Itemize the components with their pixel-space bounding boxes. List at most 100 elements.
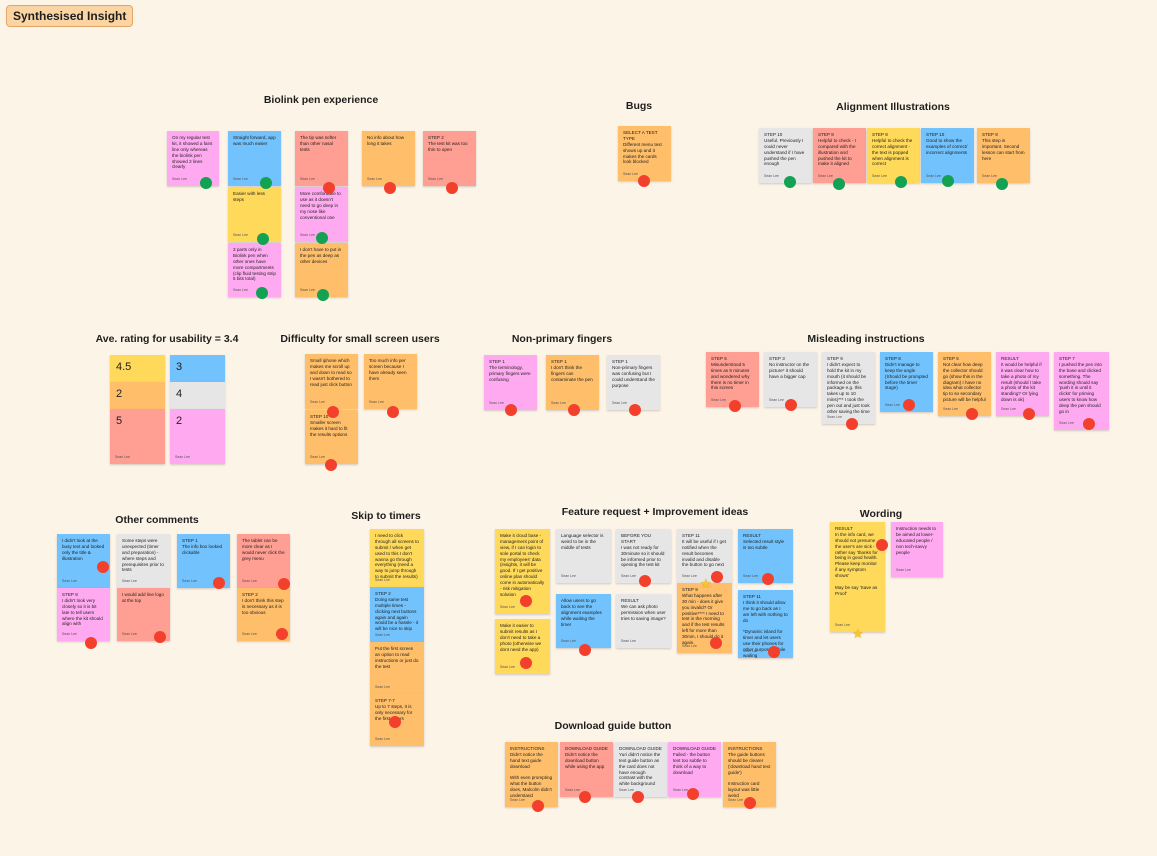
vote-dot[interactable] (97, 561, 109, 573)
sticky-note[interactable]: RESULT We can ask photo permission when … (616, 594, 671, 648)
vote-dot[interactable] (257, 233, 269, 245)
vote-dot[interactable] (833, 178, 845, 190)
vote-dot[interactable] (639, 575, 651, 587)
vote-dot[interactable] (768, 646, 780, 658)
vote-dot[interactable] (317, 289, 329, 301)
vote-dot[interactable] (85, 637, 97, 649)
sticky-note[interactable]: 3 parts only in Biolink pen when other o… (228, 243, 281, 297)
sticky-note[interactable]: I don't have to put in the pen as deep a… (295, 243, 348, 297)
vote-dot[interactable] (903, 399, 915, 411)
sticky-note[interactable]: Easier with less steps Sean Lee (228, 187, 281, 242)
vote-dot[interactable] (966, 408, 978, 420)
vote-dot[interactable] (632, 791, 644, 803)
vote-dot[interactable] (729, 400, 741, 412)
sticky-note[interactable]: Too much info per screen because I have … (364, 354, 417, 409)
rating-note[interactable]: 2 (110, 382, 165, 409)
vote-dot[interactable] (327, 406, 339, 418)
vote-dot[interactable] (638, 175, 650, 187)
sticky-note[interactable]: STEP 1 I don't think the fingers can con… (546, 355, 599, 410)
vote-dot[interactable] (200, 177, 212, 189)
vote-dot[interactable] (316, 232, 328, 244)
sticky-note[interactable]: STEP 10 Useful. Previously I could never… (759, 128, 812, 183)
vote-dot[interactable] (895, 176, 907, 188)
vote-dot[interactable] (579, 791, 591, 803)
sticky-note[interactable]: Some steps were unexpected (timer and pr… (117, 534, 170, 588)
vote-dot[interactable] (568, 404, 580, 416)
vote-dot[interactable] (996, 178, 1008, 190)
vote-dot[interactable] (1083, 418, 1095, 430)
vote-dot[interactable] (532, 800, 544, 812)
sticky-note[interactable]: STEP 11 It will be useful if I get notif… (677, 529, 732, 583)
vote-dot[interactable] (784, 176, 796, 188)
sticky-note[interactable]: STEP 5 Misunderstood 5 times as 5 minute… (706, 352, 759, 407)
rating-note[interactable]: 3 (170, 355, 225, 382)
rating-note[interactable]: 2 Sean Lee (170, 409, 225, 464)
vote-dot[interactable] (323, 182, 335, 194)
vote-dot[interactable] (762, 573, 774, 585)
vote-dot[interactable] (1023, 408, 1035, 420)
sticky-note[interactable]: RESULT In the info card, we should not p… (830, 522, 885, 632)
sticky-note[interactable]: RESULT It would be helpful if it was cle… (996, 352, 1049, 416)
sticky-note[interactable]: SELECT A TEST TYPE Different menu text s… (618, 126, 671, 181)
vote-dot[interactable] (389, 716, 401, 728)
sticky-note[interactable]: I would add line logo at the top Sean Lee (117, 588, 170, 641)
sticky-note[interactable]: STEP 2 The test kit was too thin to open… (423, 131, 476, 186)
vote-dot[interactable] (325, 459, 337, 471)
rating-note[interactable]: 5 Sean Lee (110, 409, 165, 464)
sticky-note[interactable]: Instruction needs to be aimed at lower-e… (891, 522, 943, 577)
sticky-note[interactable]: Allow users to go back to see the alignm… (556, 594, 611, 648)
sticky-note[interactable]: STEP 8 I didn't look very closely so it … (57, 588, 110, 641)
sticky-note[interactable]: STEP 8 Helpful to check the correct alig… (867, 128, 920, 183)
sticky-note[interactable]: STEP 9 I didn't expect to hold the kit i… (822, 352, 875, 424)
vote-dot[interactable] (711, 571, 723, 583)
sticky-note[interactable]: DOWNLOAD GUIDE Failed - the button text … (668, 742, 721, 797)
vote-dot[interactable] (278, 578, 290, 590)
vote-dot[interactable] (942, 175, 954, 187)
vote-dot[interactable] (520, 595, 532, 607)
vote-dot[interactable] (387, 406, 399, 418)
sticky-note[interactable]: STEP 7 I pushed the pen into the base an… (1054, 352, 1109, 430)
sticky-note[interactable]: STEP 2 Doing same test multiple times - … (370, 587, 424, 642)
sticky-note[interactable]: STEP 3 No instructor on the picture* it … (764, 352, 817, 407)
sticky-note[interactable]: STEP 10 Good to show the examples of cor… (921, 128, 974, 183)
sticky-note[interactable]: STEP 10 Smaller screen makes it hard to … (305, 410, 358, 464)
sticky-note[interactable]: STEP 8 This step is important. Second le… (977, 128, 1030, 183)
sticky-note[interactable]: No info about how long it takes Sean Lee (362, 131, 415, 186)
vote-dot[interactable] (744, 797, 756, 809)
star-icon[interactable]: ★ (852, 626, 864, 641)
vote-dot[interactable] (687, 788, 699, 800)
vote-dot[interactable] (384, 182, 396, 194)
sticky-note[interactable]: Language selector is weird to be in the … (556, 529, 611, 583)
sticky-note[interactable]: STEP 9 What happens after 30 min - does … (677, 583, 732, 653)
star-icon[interactable]: ★ (700, 576, 712, 591)
sticky-note[interactable]: On my regular test kit, it showed a fain… (167, 131, 219, 186)
board-title-badge[interactable]: Synthesised Insight (6, 5, 134, 27)
vote-dot[interactable] (505, 404, 517, 416)
sticky-note[interactable]: DOWNLOAD GUIDE Yuri didn't notice the te… (614, 742, 667, 797)
sticky-note[interactable]: INSTRUCTIONS The guide buttons should be… (723, 742, 776, 807)
sticky-note[interactable]: STEP 1 The terminology, primary fingers … (484, 355, 537, 410)
sticky-note[interactable]: STEP 8 Helpful to check - I compared wit… (813, 128, 866, 183)
rating-note[interactable]: 4 (170, 382, 225, 409)
vote-dot[interactable] (846, 418, 858, 430)
sticky-note[interactable]: BEFORE YOU START I was not ready for 30m… (616, 529, 671, 583)
sticky-note[interactable]: I need to click through all screens to s… (370, 529, 424, 587)
sticky-note[interactable]: STEP 11 I think it should allow me to go… (738, 590, 793, 658)
sticky-note[interactable]: Straight forward, app was much easier Sea… (228, 131, 281, 186)
vote-dot[interactable] (256, 287, 268, 299)
sticky-note[interactable]: STEP 1 Non-primary fingers was confusing… (607, 355, 660, 410)
rating-note[interactable]: 4.5 (110, 355, 165, 382)
vote-dot[interactable] (446, 182, 458, 194)
vote-dot[interactable] (579, 644, 591, 656)
vote-dot[interactable] (520, 657, 532, 669)
sticky-note[interactable]: STEP 5 Not clear how deep the collector … (938, 352, 991, 416)
sticky-note[interactable]: Small iphone which makes me scroll up an… (305, 354, 358, 409)
vote-dot[interactable] (154, 631, 166, 643)
vote-dot[interactable] (276, 628, 288, 640)
vote-dot[interactable] (629, 404, 641, 416)
sticky-note[interactable]: INSTRUCTIONS Didn't notice the hand text… (505, 742, 558, 807)
vote-dot[interactable] (213, 577, 225, 589)
vote-dot[interactable] (876, 539, 888, 551)
sticky-note[interactable]: STEP 8 Didn't manage to keep the angle (… (880, 352, 933, 412)
vote-dot[interactable] (260, 177, 272, 189)
